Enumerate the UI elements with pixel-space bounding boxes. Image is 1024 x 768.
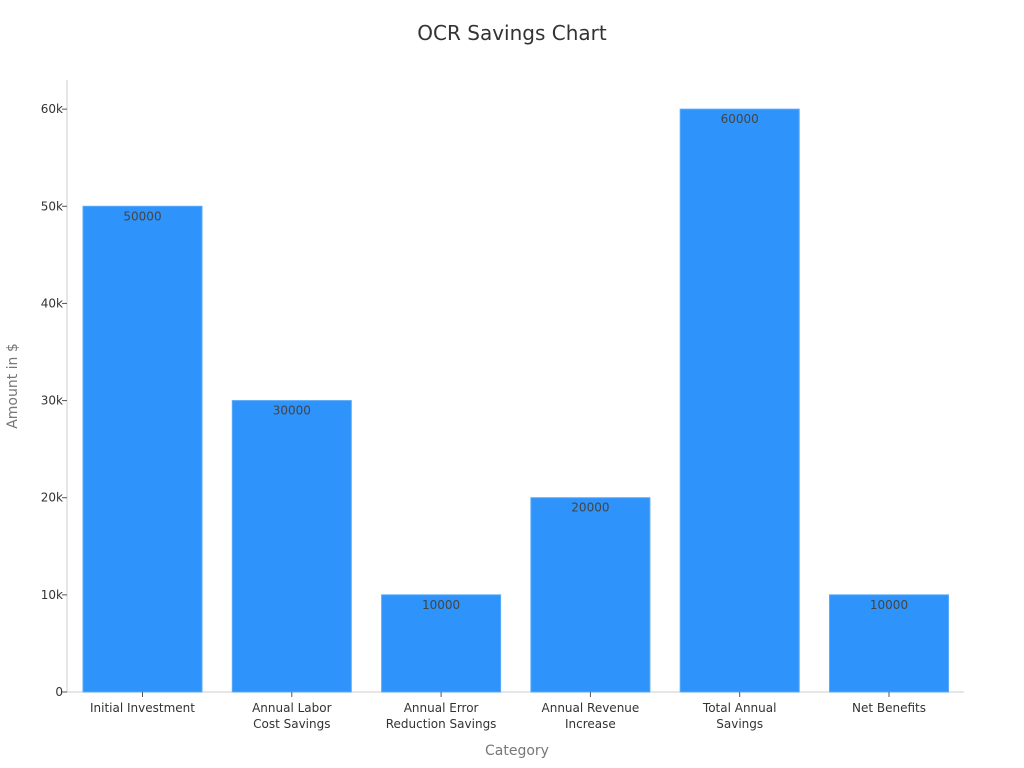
y-tick-label: 60k [41, 102, 63, 116]
bar[interactable] [381, 594, 502, 693]
bar[interactable] [231, 400, 352, 693]
y-tick-label: 10k [41, 588, 63, 602]
bar-value-label: 30000 [273, 404, 311, 418]
x-axis-title: Category [485, 743, 549, 759]
bar[interactable] [82, 205, 203, 693]
x-tick-label: Initial Investment [90, 701, 195, 715]
y-tick-label: 50k [41, 199, 63, 213]
chart-title: OCR Savings Chart [417, 21, 607, 45]
x-tick-label: Net Benefits [852, 701, 926, 715]
x-tick-label: Annual Labor Cost Savings [252, 701, 332, 731]
y-tick-label: 20k [41, 491, 63, 505]
bar[interactable] [530, 497, 651, 693]
y-tick-label: 0 [55, 685, 63, 699]
bar-value-label: 20000 [571, 501, 609, 515]
bar[interactable] [829, 594, 949, 693]
plot-area: 0 10k 20k 30k 40k 50k 60k 50000 Initial Investme… [41, 80, 964, 731]
x-tick-label: Annual Error Reduction Savings [386, 701, 497, 731]
bar-value-label: 60000 [721, 112, 759, 126]
bar[interactable] [679, 108, 800, 693]
y-tick-label: 30k [41, 394, 63, 408]
y-axis-title: Amount in $ [5, 343, 21, 429]
x-tick-label: Annual Revenue Increase [542, 701, 640, 731]
x-tick-label: Total Annual Savings [702, 701, 777, 731]
bar-value-label: 10000 [870, 598, 908, 612]
bar-value-label: 10000 [422, 598, 460, 612]
y-tick-label: 40k [41, 296, 63, 310]
bar-value-label: 50000 [123, 209, 161, 223]
